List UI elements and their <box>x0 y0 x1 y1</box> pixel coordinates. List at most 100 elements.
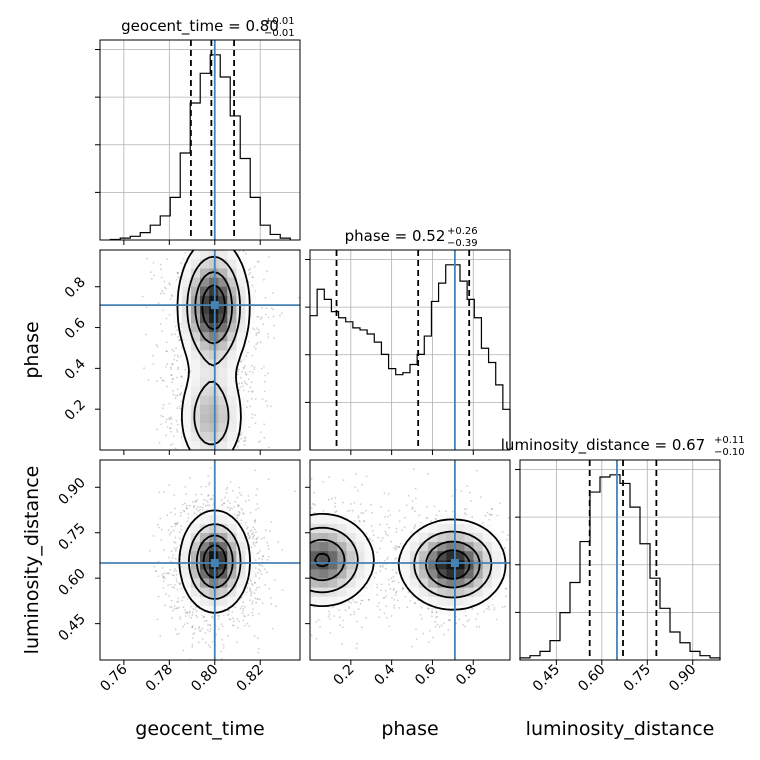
scatter-point <box>176 359 179 362</box>
scatter-point <box>256 327 258 330</box>
scatter-point <box>490 507 493 510</box>
scatter-point <box>331 606 334 609</box>
scatter-point <box>493 607 496 609</box>
scatter-point <box>233 506 236 508</box>
scatter-point <box>373 576 376 579</box>
scatter-point <box>272 292 274 294</box>
scatter-point <box>181 599 184 602</box>
scatter-point <box>162 309 164 312</box>
scatter-point <box>355 601 358 603</box>
density-cell <box>209 541 219 552</box>
scatter-point <box>202 509 204 511</box>
scatter-point <box>342 479 345 482</box>
scatter-point <box>383 612 386 615</box>
scatter-point <box>188 612 191 614</box>
scatter-point <box>249 578 252 581</box>
scatter-point <box>238 514 241 516</box>
scatter-point <box>220 499 223 502</box>
scatter-point <box>447 619 450 622</box>
scatter-point <box>259 598 261 601</box>
scatter-point <box>209 467 212 469</box>
scatter-point <box>258 557 260 560</box>
panel-content <box>310 460 510 660</box>
scatter-point <box>171 378 174 380</box>
scatter-point <box>167 584 170 587</box>
density-cell <box>181 277 192 287</box>
scatter-point <box>143 367 146 370</box>
scatter-point <box>244 605 246 608</box>
scatter-point <box>504 605 506 608</box>
density-cell <box>190 395 201 405</box>
scatter-point <box>173 541 176 543</box>
scatter-point <box>251 611 254 614</box>
scatter-point <box>267 478 270 481</box>
scatter-point <box>203 615 206 618</box>
scatter-point <box>256 538 258 540</box>
scatter-point <box>261 306 263 309</box>
scatter-point <box>195 500 197 503</box>
scatter-point <box>375 572 377 574</box>
scatter-point <box>266 541 268 544</box>
scatter-point <box>255 334 258 337</box>
scatter-point <box>393 580 396 582</box>
scatter-point <box>179 407 182 410</box>
density-cell <box>209 313 219 323</box>
scatter-point <box>411 506 414 509</box>
scatter-point <box>209 646 212 649</box>
scatter-point <box>194 500 197 503</box>
scatter-point <box>392 589 395 591</box>
scatter-point <box>398 546 401 549</box>
scatter-point <box>501 531 504 533</box>
scatter-point <box>226 486 229 489</box>
panel-content <box>100 460 300 660</box>
scatter-point <box>179 616 182 619</box>
scatter-point <box>466 485 468 487</box>
scatter-point <box>246 383 248 386</box>
scatter-point <box>353 519 356 522</box>
scatter-point <box>255 538 258 540</box>
scatter-point <box>175 278 178 281</box>
density-cell <box>236 541 246 552</box>
scatter-point <box>181 503 184 506</box>
scatter-point <box>339 624 341 626</box>
density-cell <box>181 386 192 396</box>
scatter-point <box>490 513 493 516</box>
scatter-point <box>395 527 398 530</box>
scatter-point <box>236 445 239 448</box>
scatter-point <box>244 373 247 376</box>
density-cell <box>209 322 219 333</box>
scatter-point <box>256 541 258 543</box>
density-cell <box>181 340 192 351</box>
scatter-point <box>180 400 183 403</box>
scatter-point <box>170 525 173 528</box>
scatter-point <box>191 646 194 648</box>
density-cell <box>218 413 228 423</box>
scatter-point <box>260 573 263 575</box>
scatter-point <box>407 591 410 594</box>
scatter-point <box>176 601 179 603</box>
scatter-point <box>251 602 254 605</box>
scatter-point <box>266 270 268 273</box>
density-cell <box>209 404 219 414</box>
scatter-point <box>249 530 252 533</box>
density-cell <box>200 404 210 414</box>
scatter-point <box>173 584 176 586</box>
scatter-point <box>395 531 398 534</box>
scatter-point <box>191 613 194 616</box>
density-cell <box>190 587 201 597</box>
scatter-point <box>168 595 171 597</box>
scatter-point <box>268 587 271 590</box>
scatter-point <box>182 606 185 609</box>
scatter-point <box>152 535 155 537</box>
scatter-point <box>451 510 454 513</box>
scatter-point <box>205 509 208 512</box>
scatter-point <box>261 537 263 540</box>
scatter-point <box>247 390 250 393</box>
density-cell <box>218 541 228 552</box>
scatter-point <box>182 625 184 628</box>
scatter-point <box>334 505 336 508</box>
density-cell <box>209 350 219 360</box>
density-cell <box>181 268 192 278</box>
density-cell <box>227 286 237 296</box>
scatter-point <box>206 629 209 631</box>
